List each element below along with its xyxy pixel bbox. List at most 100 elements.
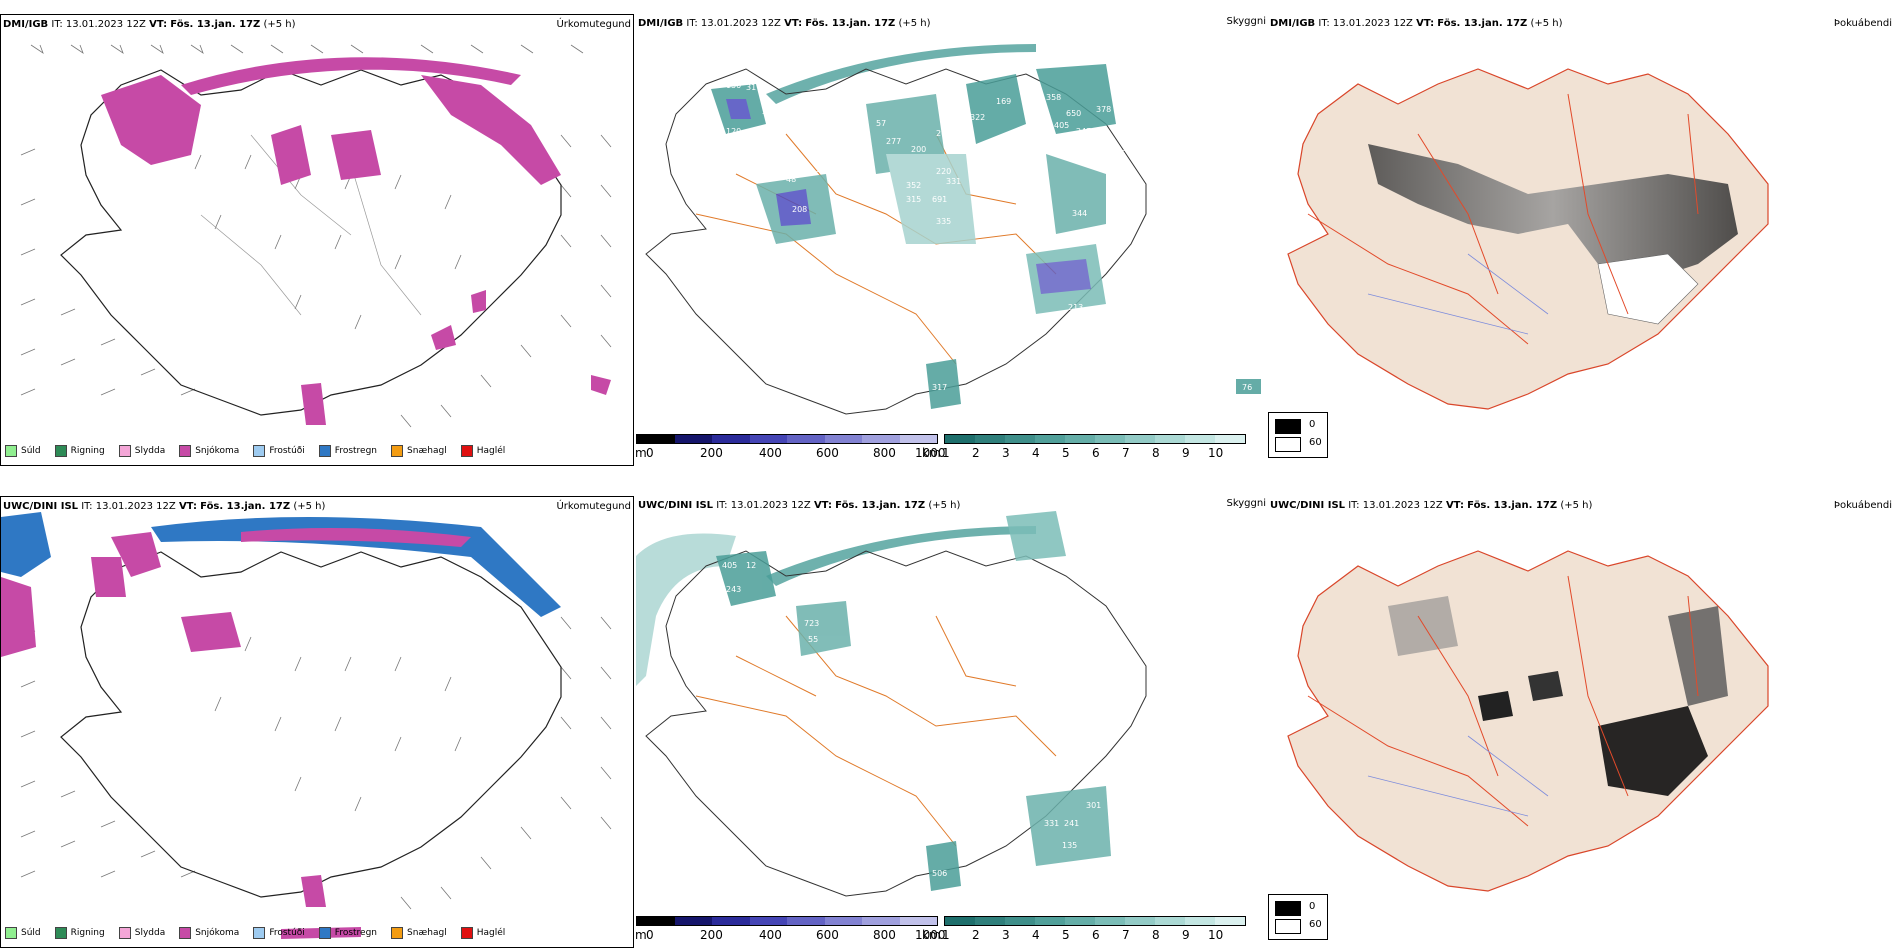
legend-item-haglel: Haglél (460, 927, 505, 939)
scale-tick: 9 (1182, 446, 1190, 460)
scale-tick: 400 (759, 446, 782, 460)
precip-type-label-2: Úrkomutegund (556, 501, 631, 512)
scale-km-unit: km (922, 928, 941, 942)
fog-map-2 (1287, 550, 1769, 892)
scale-km-unit: km (922, 446, 941, 460)
legend-item-slydda: Slydda (118, 927, 165, 939)
cloud-label: 47 (866, 611, 876, 620)
scale-tick: 3 (1002, 928, 1010, 942)
iceland-outline-cloud-1 (645, 68, 1147, 415)
cloud-panel-1: 150 317 329 120 291 57 277 200 269 322 1… (635, 14, 1268, 466)
scale-km-2: km 1 2 3 4 5 6 7 8 9 10 (922, 916, 1246, 948)
precip-title-1: DMI/IGB IT: 13.01.2023 12Z VT: Fös. 13.j… (3, 19, 296, 30)
fog-panel-2: 0 60 UWC/DINI ISL IT: 13.01.2023 12Z VT:… (1268, 496, 1900, 948)
scale-tick: 400 (759, 928, 782, 942)
scale-tick: 200 (700, 446, 723, 460)
cloud-label: 152 (1090, 307, 1105, 316)
cloud-label: 277 (886, 137, 901, 146)
scale-tick: 200 (700, 928, 723, 942)
scale-tick: 1000 (915, 446, 946, 460)
visibility-label-2: Skyggni (1226, 498, 1266, 509)
iceland-outline-1 (60, 69, 562, 416)
snow-areas-2 (91, 532, 361, 939)
cloud-map-2: 405 12 243 723 55 47 301 331 241 135 506 (636, 511, 1147, 897)
cloud-label: 13 (724, 227, 734, 236)
scale-tick: 10 (1208, 928, 1224, 942)
legend-item-frostudi: Frostúði (253, 927, 305, 939)
fog-title-1: DMI/IGB IT: 13.01.2023 12Z VT: Fös. 13.j… (1270, 18, 1563, 29)
scale-tick: 9 (1182, 928, 1190, 942)
scale-tick: 1000 (915, 928, 946, 942)
legend-item-slydda: Slydda (118, 445, 165, 457)
cloud-label: 150 (726, 81, 741, 90)
cloud-labels-1: 150 317 329 120 291 57 277 200 269 322 1… (724, 81, 1252, 392)
cloud-label: 352 (906, 181, 921, 190)
legend-item-frostregn: Frostregn (318, 927, 377, 939)
cloud-label: 405 (1054, 121, 1069, 130)
scale-tick: 800 (873, 928, 896, 942)
scale-tick: 3 (1002, 446, 1010, 460)
cloud-label: 317 (746, 83, 761, 92)
precip-map-2 (1, 512, 612, 939)
cloud-label: 301 (1086, 801, 1101, 810)
cloud-label: 317 (932, 383, 947, 392)
legend-item-frostudi: Frostúði (253, 445, 305, 457)
cloud-label: 331 (1044, 819, 1059, 828)
cloud-label: 55 (808, 635, 818, 644)
fog-title-2: UWC/DINI ISL IT: 13.01.2023 12Z VT: Fös.… (1270, 500, 1593, 511)
iceland-outline-2 (60, 551, 562, 898)
cloud-label: 720 (1081, 155, 1096, 164)
fog-panel-1: 0 60 DMI/IGB IT: 13.01.2023 12Z VT: Fös.… (1268, 14, 1900, 466)
scale-tick: 4 (1032, 928, 1040, 942)
legend-item-rigning: Rigning (54, 445, 105, 457)
scale-km-1: km 1 2 3 4 5 6 7 8 9 10 (922, 434, 1246, 466)
cloud-label: 723 (804, 619, 819, 628)
cloud-labels-2: 405 12 243 723 55 47 301 331 241 135 506 (722, 561, 1101, 878)
scale-tick: 6 (1092, 928, 1100, 942)
cloud-label: 331 (946, 177, 961, 186)
cloud-label: 175 (1120, 267, 1135, 276)
cloud-label: 200 (911, 145, 926, 154)
scale-tick: 800 (873, 446, 896, 460)
wind-barbs-2 (20, 616, 612, 910)
cloud-label: 206 (1110, 149, 1125, 158)
fog-index-label-1: Þokuábendi (1833, 18, 1892, 29)
cloud-label: 322 (970, 113, 985, 122)
cloud-label: 107 (1068, 337, 1083, 346)
legend-item-haglel: Haglél (460, 445, 505, 457)
scale-m-2: m 0 200 400 600 800 1000 (635, 916, 946, 948)
visibility-label-1: Skyggni (1226, 16, 1266, 27)
cloud-label: 378 (1096, 105, 1111, 114)
fog-map-1 (1287, 68, 1769, 410)
cloud-label: 220 (936, 167, 951, 176)
cloud-label: 244 (1121, 127, 1136, 136)
legend-item-sudd: Súld (5, 927, 41, 939)
wind-barbs-1 (20, 44, 612, 428)
scale-m-unit: m (635, 928, 647, 942)
scale-tick: 0 (646, 928, 654, 942)
cloud-label: 269 (936, 129, 951, 138)
precip-panel-1: DMI/IGB IT: 13.01.2023 12Z VT: Fös. 13.j… (0, 14, 634, 466)
cloud-label: 291 (748, 137, 763, 146)
cloud-label: 344 (1072, 209, 1087, 218)
scale-tick: 1 (942, 446, 950, 460)
scale-tick: 6 (1092, 446, 1100, 460)
scale-tick: 2 (972, 928, 980, 942)
cloud-label: 650 (1066, 109, 1081, 118)
scale-tick: 600 (816, 446, 839, 460)
cloud-label: 48 (746, 185, 756, 194)
cloud-label: 12 (746, 561, 756, 570)
precip-legend-2: Súld Rigning Slydda Snjókoma Frostúði Fr… (5, 927, 505, 939)
cloud-label: 247 (1076, 127, 1091, 136)
cloud-label: 335 (936, 217, 951, 226)
cloud-label: 506 (932, 869, 947, 878)
scale-m-1: m 0 200 400 600 800 1000 (635, 434, 946, 466)
scale-tick: 5 (1062, 446, 1070, 460)
scale-tick: 5 (1062, 928, 1070, 942)
legend-item-snaehagl: Snæhagl (391, 445, 447, 457)
snow-areas-1 (101, 57, 611, 425)
cloud-label: 301 (976, 157, 991, 166)
precip-legend-1: Súld Rigning Slydda Snjókoma Frostúði Fr… (5, 445, 505, 457)
legend-item-snaehagl: Snæhagl (391, 927, 447, 939)
cloud-panel-2: 405 12 243 723 55 47 301 331 241 135 506… (635, 496, 1268, 948)
